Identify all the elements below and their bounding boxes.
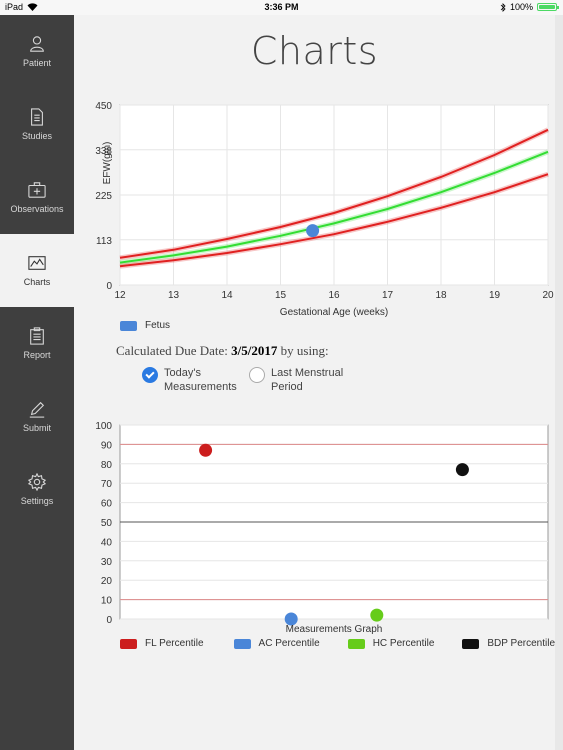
- sidebar-item-observations[interactable]: Observations: [0, 161, 74, 234]
- legend-swatch: [462, 638, 480, 649]
- sidebar-item-label: Report: [23, 350, 51, 360]
- percentile-point: [455, 463, 469, 477]
- bluetooth-icon: [500, 2, 506, 12]
- legend-label: AC Percentile: [258, 638, 320, 649]
- chart-icon: [28, 256, 46, 270]
- chart1-legend: Fetus: [120, 320, 170, 331]
- x-tick-label: 20: [542, 290, 554, 301]
- due-date-prefix: Calculated Due Date:: [116, 343, 228, 358]
- y-tick-label: 70: [101, 479, 113, 490]
- status-time: 3:36 PM: [264, 2, 299, 12]
- person-icon: [30, 36, 44, 52]
- sidebar-item-studies[interactable]: Studies: [0, 88, 74, 161]
- x-tick-label: 19: [489, 290, 501, 301]
- y-tick-label: 100: [95, 421, 112, 432]
- sidebar-item-report[interactable]: Report: [0, 307, 74, 380]
- y-tick-label: 60: [101, 499, 113, 510]
- due-date-value: 3/5/2017: [231, 343, 278, 358]
- radio-label-line1: Today's: [164, 367, 201, 379]
- pen-icon: [29, 401, 45, 418]
- legend-label-fetus: Fetus: [145, 320, 171, 331]
- sidebar-item-settings[interactable]: Settings: [0, 453, 74, 526]
- document-icon: [31, 108, 43, 126]
- device-name: iPad: [5, 2, 24, 12]
- sidebar-item-label: Settings: [20, 496, 54, 506]
- status-right: 100%: [500, 2, 559, 12]
- radio-label-line2: Measurements: [164, 381, 237, 393]
- main-content: Charts 12 13 14 15 16 17 18 19 20 0 113 225 338 450 Ge…: [74, 15, 555, 750]
- radio-todays-measurements[interactable]: Today's Measurements: [142, 366, 237, 394]
- radio-label-line2: Period: [271, 381, 303, 393]
- y-tick-label: 0: [106, 615, 112, 626]
- battery-icon: [537, 3, 559, 11]
- legend-swatch: [120, 638, 137, 649]
- percentile-point: [370, 608, 384, 622]
- gear-icon: [28, 473, 46, 491]
- medical-kit-icon: [28, 182, 46, 198]
- wifi-icon: [27, 3, 38, 11]
- status-bar: iPad 3:36 PM 100%: [0, 0, 563, 15]
- efw-growth-chart: 12 13 14 15 16 17 18 19 20 0 113 225 338 450 Gestation…: [95, 101, 554, 318]
- x-axis-label: Measurements Graph: [286, 624, 383, 635]
- y-tick-label: 50: [101, 518, 113, 529]
- x-tick-label: 18: [435, 290, 447, 301]
- series-line: [119, 128, 549, 259]
- x-tick-label: 17: [382, 290, 394, 301]
- y-tick-label: 225: [95, 191, 112, 202]
- page-title: Charts: [250, 29, 379, 73]
- plot-area: [119, 424, 549, 620]
- status-left: iPad: [5, 2, 38, 12]
- x-tick-label: 13: [168, 290, 180, 301]
- sidebar-item-label: Observations: [10, 204, 64, 214]
- series-line: [119, 150, 549, 264]
- fetus-point: [306, 224, 320, 238]
- sidebar-item-submit[interactable]: Submit: [0, 380, 74, 453]
- sidebar: Patient Studies Observations Charts Repo…: [0, 15, 74, 750]
- legend-label: FL Percentile: [145, 638, 204, 649]
- y-tick-label: 30: [101, 557, 113, 568]
- x-tick-label: 16: [328, 290, 340, 301]
- x-tick-label: 14: [221, 290, 233, 301]
- sidebar-item-label: Submit: [22, 423, 51, 433]
- y-tick-label: 10: [101, 596, 113, 607]
- sidebar-item-label: Patient: [22, 58, 52, 68]
- x-tick-label: 12: [114, 290, 126, 301]
- x-tick-label: 15: [275, 290, 287, 301]
- radio-last-menstrual-period[interactable]: Last Menstrual Period: [249, 366, 343, 394]
- y-axis-label: EFW(gm): [102, 142, 113, 185]
- sidebar-item-charts[interactable]: Charts: [0, 234, 74, 307]
- legend-swatch: [233, 638, 251, 649]
- legend-label: BDP Percentile: [487, 638, 556, 649]
- legend-swatch: [120, 320, 137, 331]
- percentile-point: [199, 443, 213, 457]
- scrollbar-track[interactable]: [555, 15, 563, 750]
- sidebar-item-patient[interactable]: Patient: [0, 15, 74, 88]
- series-line: [119, 173, 549, 268]
- y-tick-label: 113: [96, 236, 112, 247]
- x-axis-label: Gestational Age (weeks): [280, 307, 388, 318]
- due-date-text: Calculated Due Date: 3/5/2017 by using:: [116, 343, 329, 359]
- y-tick-label: 0: [106, 281, 112, 292]
- radio-unchecked-icon[interactable]: [249, 367, 265, 383]
- y-tick-label: 450: [95, 101, 112, 112]
- clipboard-icon: [30, 327, 44, 345]
- due-date-suffix: by using:: [280, 343, 329, 358]
- y-tick-label: 20: [101, 576, 113, 587]
- radio-label-line1: Last Menstrual: [271, 367, 344, 379]
- radio-checked-icon[interactable]: [142, 367, 158, 383]
- legend-label: HC Percentile: [372, 638, 435, 649]
- legend-swatch: [347, 638, 365, 649]
- y-tick-label: 80: [101, 460, 113, 471]
- sidebar-item-label: Charts: [23, 277, 51, 287]
- y-tick-label: 40: [101, 537, 113, 548]
- battery-percent: 100%: [509, 2, 533, 12]
- chart2-legend: FL Percentile AC Percentile HC Percentile B…: [120, 638, 555, 649]
- percentile-point: [284, 612, 298, 626]
- sidebar-item-label: Studies: [21, 131, 53, 141]
- y-tick-label: 338: [95, 146, 112, 157]
- y-tick-label: 90: [101, 440, 113, 451]
